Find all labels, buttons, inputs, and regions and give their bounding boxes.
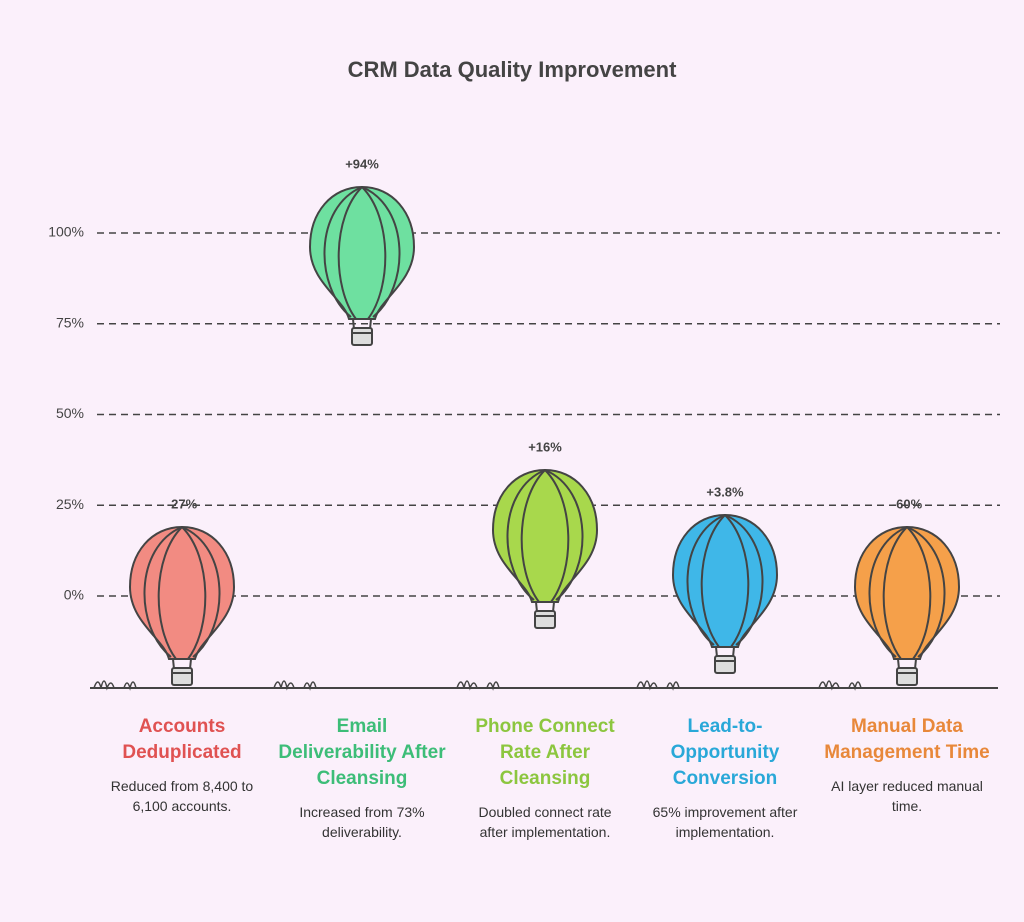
balloon (128, 525, 236, 686)
y-tick-label: 100% (48, 224, 84, 240)
grass (818, 680, 862, 691)
basket (351, 327, 373, 346)
category-label: Accounts Deduplicated (122, 716, 242, 763)
value-label: +16% (528, 439, 562, 454)
seam (337, 186, 363, 320)
grass (273, 680, 317, 691)
y-tick-label: 25% (56, 496, 84, 512)
grass (456, 680, 500, 691)
basket (896, 667, 918, 686)
seam (520, 469, 546, 603)
balloon (491, 468, 599, 629)
envelope (308, 185, 416, 320)
grass (93, 680, 137, 691)
balloon (308, 185, 416, 346)
y-tick-label: 75% (56, 314, 84, 330)
seam (868, 526, 908, 658)
category-label: Lead-to-Opportunity Conversion (670, 716, 780, 789)
seam (700, 514, 726, 648)
seam (906, 526, 946, 658)
seam (544, 469, 570, 603)
description: Reduced from 8,400 to 6,100 accounts. (110, 778, 254, 814)
value-label: -27% (167, 496, 198, 511)
seam (686, 514, 726, 646)
value-label: +3.8% (706, 484, 744, 499)
description: Doubled connect rate after implementatio… (478, 804, 612, 840)
description: 65% improvement after implementation. (652, 804, 798, 840)
seam (724, 514, 750, 648)
seam (181, 526, 221, 658)
grass (636, 680, 680, 691)
seam (361, 186, 387, 320)
envelope (128, 525, 236, 660)
y-tick-label: 0% (64, 587, 84, 603)
description: Increased from 73% deliverability. (299, 804, 425, 840)
category-label: Email Deliverability After Cleansing (278, 716, 446, 789)
description: AI layer reduced manual time. (831, 778, 983, 814)
seam (724, 514, 764, 646)
envelope (853, 525, 961, 660)
seam (157, 526, 183, 660)
seam (181, 526, 207, 660)
category-label: Phone Connect Rate After Cleansing (475, 716, 615, 789)
chart-title: CRM Data Quality Improvement (348, 57, 678, 82)
seam (882, 526, 908, 660)
seam (143, 526, 183, 658)
envelope (491, 468, 599, 603)
seam (323, 186, 363, 318)
basket (171, 667, 193, 686)
seam (544, 469, 584, 601)
basket (534, 610, 556, 629)
envelope (671, 513, 779, 648)
y-tick-label: 50% (56, 405, 84, 421)
basket (714, 655, 736, 674)
balloon (853, 525, 961, 686)
seam (361, 186, 401, 318)
value-label: +94% (345, 156, 379, 171)
seam (906, 526, 932, 660)
balloon (671, 513, 779, 674)
value-label: -60% (892, 496, 923, 511)
seam (506, 469, 546, 601)
category-label: Manual Data Management Time (824, 716, 990, 763)
